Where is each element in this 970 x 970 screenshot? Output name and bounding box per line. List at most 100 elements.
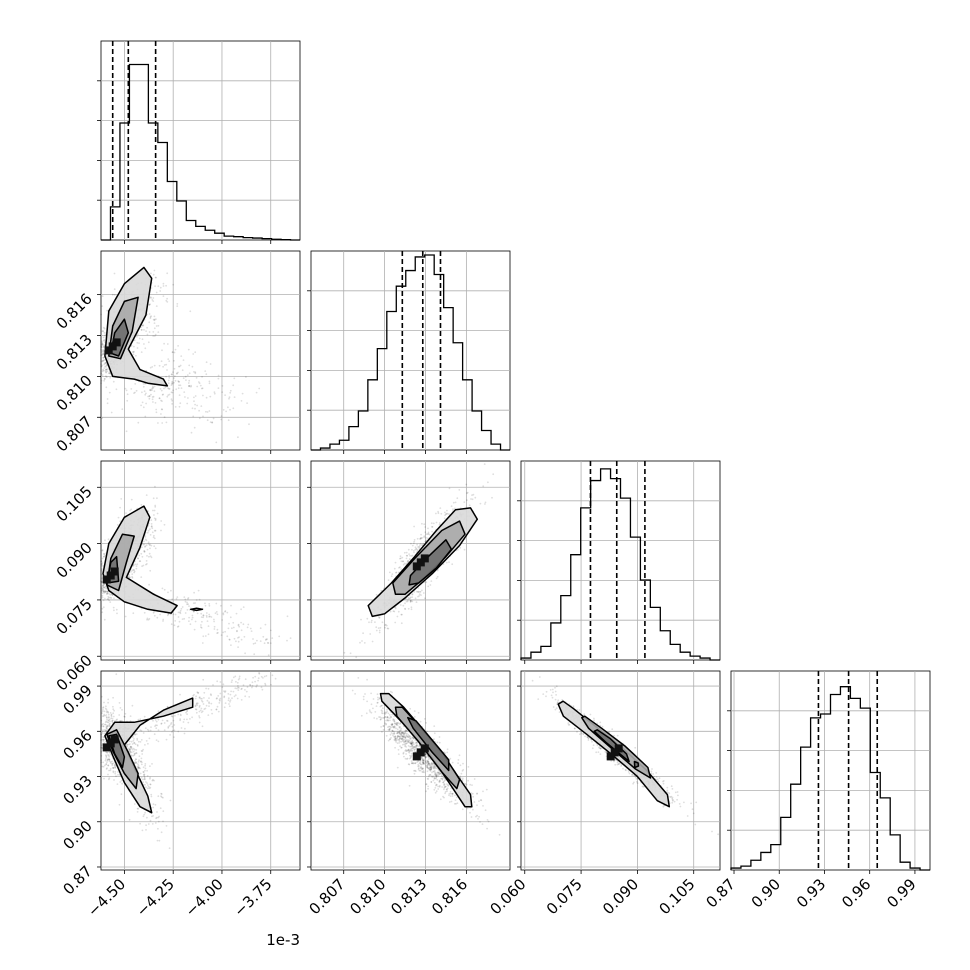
scatter-point xyxy=(209,363,212,365)
scatter-point xyxy=(463,501,466,503)
scatter-point xyxy=(124,387,127,390)
scatter-point xyxy=(121,782,123,785)
scatter-point xyxy=(259,640,262,642)
scatter-point xyxy=(413,525,415,528)
scatter-point xyxy=(200,612,203,615)
scatter-point xyxy=(186,374,189,376)
scatter-point xyxy=(192,415,195,418)
scatter-point xyxy=(444,511,446,514)
scatter-point xyxy=(267,642,270,644)
scatter-point xyxy=(103,378,106,380)
panel-frame xyxy=(730,670,931,871)
scatter-point xyxy=(166,719,168,722)
scatter-point xyxy=(362,632,364,635)
scatter-point xyxy=(415,601,418,603)
scatter-point xyxy=(108,716,110,718)
scatter-point xyxy=(167,358,170,360)
scatter-point xyxy=(197,692,199,694)
scatter-point xyxy=(171,351,174,354)
scatter-point xyxy=(450,505,453,508)
scatter-point xyxy=(116,612,118,615)
scatter-point xyxy=(216,680,219,683)
scatter-point xyxy=(152,497,155,500)
scatter-point xyxy=(408,553,410,555)
scatter-point xyxy=(222,409,225,411)
scatter-point xyxy=(142,732,145,734)
scatter-point xyxy=(232,407,235,410)
scatter-point xyxy=(133,345,135,348)
scatter-points xyxy=(351,677,501,836)
scatter-point xyxy=(208,697,210,699)
scatter-point xyxy=(141,401,144,404)
scatter-point xyxy=(179,609,182,612)
scatter-point xyxy=(430,522,433,525)
scatter-point xyxy=(149,765,151,768)
scatter-point xyxy=(150,523,153,525)
scatter-point xyxy=(133,571,136,574)
scatter-point xyxy=(162,282,165,285)
scatter-point xyxy=(171,399,174,402)
panel-frame xyxy=(100,250,301,451)
scatter-point xyxy=(254,642,257,645)
scatter-point xyxy=(173,624,176,627)
scatter-point xyxy=(108,391,111,394)
scatter-point xyxy=(142,383,145,385)
scatter-point xyxy=(155,291,158,294)
scatter-point xyxy=(106,725,109,728)
scatter-point xyxy=(107,773,109,776)
scatter-point xyxy=(108,724,111,727)
scatter-point xyxy=(130,740,133,743)
scatter-point xyxy=(161,349,163,352)
scatter-point xyxy=(431,526,434,528)
scatter-point xyxy=(116,524,119,526)
scatter-point xyxy=(188,605,190,607)
scatter-point xyxy=(159,286,162,289)
scatter-point xyxy=(192,353,195,355)
scatter-point xyxy=(198,706,201,708)
scatter-point xyxy=(237,624,240,627)
scatter-point xyxy=(471,784,473,786)
scatter-point xyxy=(147,618,150,621)
scatter-point xyxy=(104,707,107,710)
scatter-point xyxy=(140,351,143,353)
scatter-point xyxy=(217,695,220,697)
scatter-point xyxy=(411,593,414,595)
scatter-point xyxy=(229,693,232,696)
scatter-point xyxy=(262,677,264,679)
scatter-point xyxy=(212,684,214,686)
scatter-point xyxy=(177,387,180,390)
tick-label-y: 0.96 xyxy=(59,726,95,762)
scatter-point xyxy=(186,718,188,721)
scatter-point xyxy=(189,623,192,626)
scatter-point xyxy=(147,341,150,344)
scatter-point xyxy=(101,374,104,376)
scatter-point xyxy=(108,769,110,772)
scatter-point xyxy=(246,686,249,688)
scatter-point xyxy=(417,763,420,766)
scatter-point xyxy=(200,707,203,710)
scatter-point xyxy=(260,686,263,689)
scatter-point xyxy=(176,626,179,628)
scatter-point xyxy=(229,700,231,703)
scatter-point xyxy=(170,623,173,626)
scatter-point xyxy=(428,533,431,536)
scatter-point xyxy=(148,331,151,333)
scatter-point xyxy=(141,778,144,781)
scatter-point xyxy=(149,389,151,391)
scatter-point xyxy=(204,635,207,637)
scatter-point xyxy=(117,771,119,773)
scatter-point xyxy=(213,628,216,630)
scatter-point xyxy=(215,611,218,613)
scatter-point xyxy=(140,763,143,766)
scatter-point xyxy=(152,318,155,321)
scatter-point xyxy=(139,741,142,743)
scatter-point xyxy=(412,550,415,552)
scatter-point xyxy=(101,417,103,420)
scatter-point xyxy=(107,713,110,716)
scatter-point xyxy=(148,321,151,324)
scatter-point xyxy=(258,387,261,390)
scatter-point xyxy=(424,526,427,528)
tick-label-y: 0.810 xyxy=(53,371,96,414)
scatter-point xyxy=(172,729,174,732)
scatter-point xyxy=(170,391,173,394)
